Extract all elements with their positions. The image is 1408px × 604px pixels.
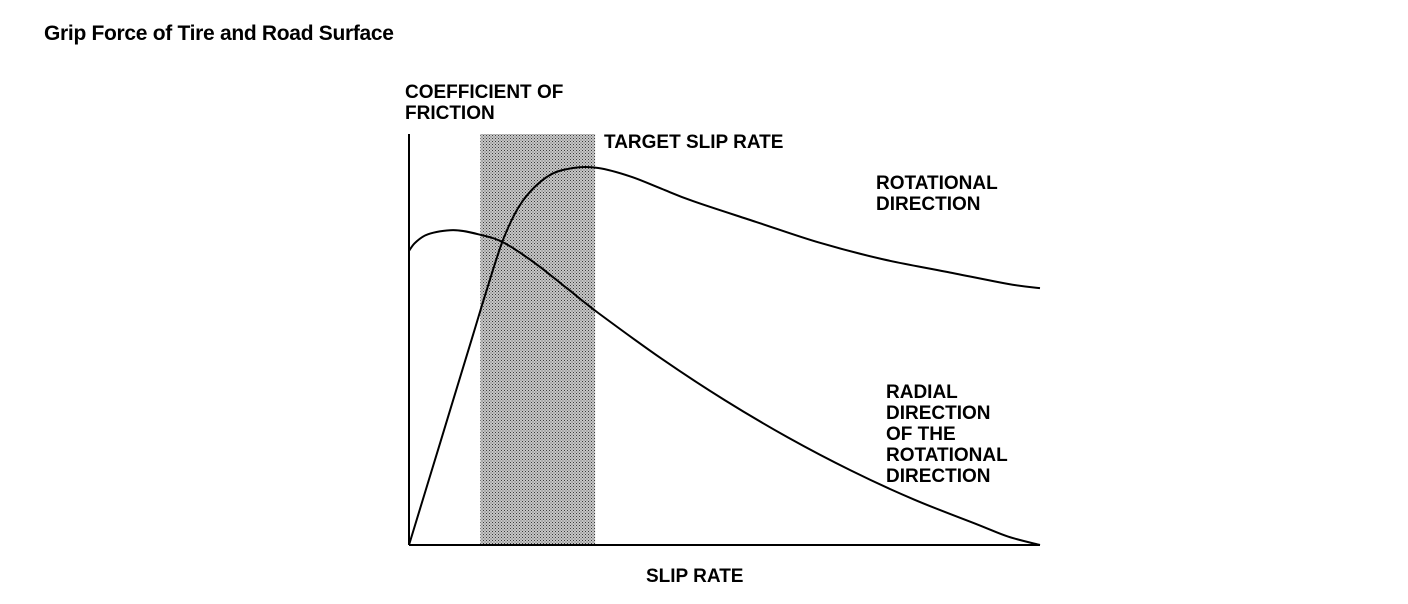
series-label-radial-line-3: OF THE <box>886 424 956 445</box>
series-label-radial-line-4: ROTATIONAL <box>886 445 1008 466</box>
series-label-radial-line-2: DIRECTION <box>886 403 991 424</box>
target-slip-band <box>480 134 596 545</box>
series-label-rotational-line-1: ROTATIONAL <box>876 173 998 194</box>
target-slip-rate-label: TARGET SLIP RATE <box>604 132 783 153</box>
plot-area <box>408 134 1041 546</box>
x-axis-label: SLIP RATE <box>646 566 743 587</box>
series-layer <box>408 165 1041 546</box>
series-label-radial-line-5: DIRECTION <box>886 466 991 487</box>
y-axis-label-line-1: COEFFICIENT OF <box>405 82 563 103</box>
series-line-radial <box>408 229 1041 546</box>
y-axis-label-line-2: FRICTION <box>405 103 495 124</box>
series-label-radial-line-1: RADIAL <box>886 382 958 403</box>
series-line-rotational <box>408 165 1041 546</box>
series-label-rotational-line-2: DIRECTION <box>876 194 981 215</box>
page-title: Grip Force of Tire and Road Surface <box>44 22 394 45</box>
